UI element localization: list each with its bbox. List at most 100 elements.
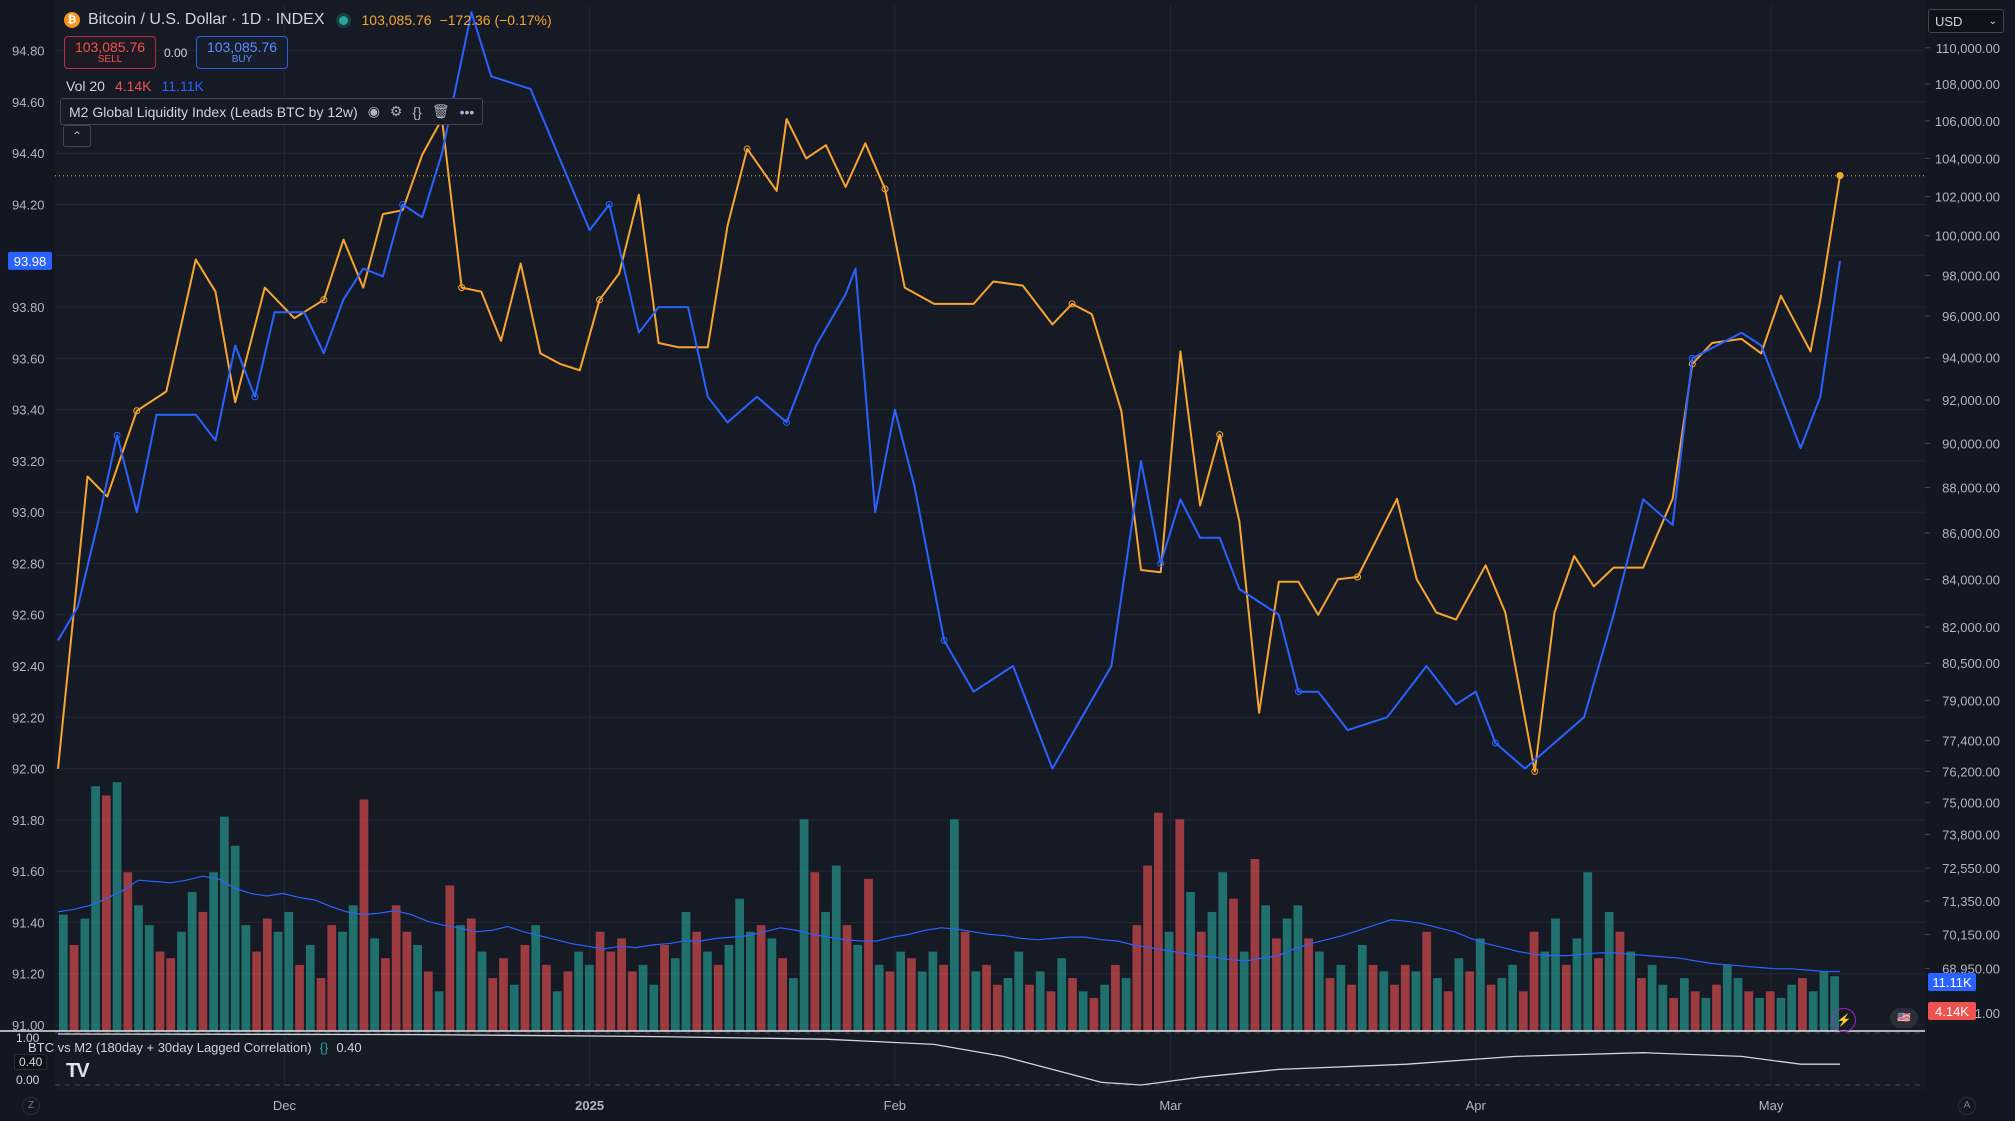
volume-bar: [939, 964, 948, 1031]
right-tick-label: 77,400.00: [1942, 734, 2000, 749]
volume-bar: [542, 964, 551, 1031]
m2-value-text: 93.98: [14, 254, 47, 269]
volume-bar: [1572, 938, 1582, 1031]
volume-bar: [1229, 898, 1238, 1031]
last-price: 103,085.76: [361, 12, 432, 28]
volume-bar: [359, 799, 369, 1031]
time-tick-label: Dec: [273, 1098, 297, 1113]
source-code-icon[interactable]: {}: [319, 1040, 329, 1055]
m2-point: [1688, 354, 1696, 362]
price-change: −172.36 (−0.17%): [439, 12, 552, 28]
gear-icon[interactable]: ⚙: [389, 103, 403, 119]
lightning-icon[interactable]: ⚡: [1832, 1008, 1856, 1032]
btc-point: [1531, 767, 1539, 775]
right-tick-label: 90,000.00: [1942, 436, 2000, 451]
collapse-legend-button[interactable]: ⌃: [63, 125, 91, 147]
volume-bar: [799, 819, 809, 1031]
btc-price-line: [57, 118, 1841, 773]
volume-bar: [209, 872, 219, 1031]
timezone-icon[interactable]: Z: [22, 1097, 40, 1115]
volume-bar: [69, 945, 79, 1031]
chevron-up-icon: ⌃: [71, 129, 83, 143]
volume-bar: [1239, 951, 1249, 1031]
buy-price: 103,085.76: [206, 39, 278, 55]
volume-bar: [1626, 951, 1636, 1031]
volume-label: Vol 20: [66, 78, 105, 94]
volume-bar: [1207, 911, 1217, 1031]
auto-scale-icon[interactable]: A: [1958, 1097, 1976, 1115]
symbol-legend[interactable]: ₿ Bitcoin / U.S. Dollar · 1D · INDEX 103…: [64, 11, 552, 29]
flag-icon[interactable]: 🇺🇸: [1890, 1008, 1918, 1028]
volume-bar: [960, 931, 970, 1031]
volume-bar: [1314, 951, 1324, 1031]
m2-point: [1295, 688, 1303, 696]
volume-bar: [950, 819, 959, 1031]
volume-bar: [1282, 918, 1292, 1031]
volume-value: 4.14K: [114, 78, 152, 94]
volume-bar: [1304, 938, 1313, 1031]
eye-icon[interactable]: ◉: [367, 103, 380, 119]
volume-bar: [1701, 997, 1711, 1031]
buy-button[interactable]: 103,085.76 BUY: [196, 36, 288, 69]
volume-bar: [1003, 978, 1013, 1031]
volume-bar: [1658, 984, 1668, 1031]
volume-legend[interactable]: Vol 20 4.14K 11.11K: [66, 78, 204, 94]
m2-liquidity-line: [57, 11, 1841, 770]
volume-bar: [1733, 978, 1743, 1031]
sell-label: SELL: [97, 54, 123, 65]
volume-bar: [123, 872, 133, 1031]
volume-bar: [1722, 964, 1732, 1031]
correlation-line: [57, 1033, 1840, 1086]
volume-bar: [713, 964, 723, 1031]
trash-icon[interactable]: 🗑: [431, 103, 450, 119]
volume-bar: [413, 945, 422, 1031]
btc-point: [133, 407, 141, 415]
right-tick-label: 70,150.00: [1942, 927, 2000, 942]
volume-bar: [1368, 964, 1378, 1031]
right-tick-label: 84,000.00: [1942, 572, 2000, 587]
right-tick-label: 75,000.00: [1942, 796, 2000, 811]
volume-bar: [585, 964, 594, 1031]
chevron-down-icon: ⌄: [1988, 15, 1997, 27]
right-bottom-label: 1.00: [1975, 1006, 2000, 1021]
m2-point: [605, 200, 613, 208]
volume-bar: [1561, 964, 1571, 1031]
time-tick-label: 2025: [575, 1098, 604, 1113]
right-tick-label: 94,000.00: [1942, 351, 2000, 366]
volume-bar: [574, 951, 584, 1031]
right-tick-label: 96,000.00: [1942, 309, 2000, 324]
volume-bar: [1261, 905, 1271, 1031]
right-tick-label: 104,000.00: [1935, 151, 2000, 166]
volume-bar: [1272, 938, 1281, 1031]
btc-point: [595, 296, 603, 304]
volume-bar: [1175, 819, 1185, 1031]
btc-point: [881, 185, 889, 193]
left-tick-label: 91.60: [12, 864, 45, 879]
volume-bar: [810, 872, 820, 1031]
m2-point: [1157, 559, 1165, 567]
sell-button[interactable]: 103,085.76 SELL: [64, 36, 156, 69]
volume-bar: [370, 938, 380, 1031]
volume-bar: [1529, 931, 1539, 1031]
volume-bar: [874, 964, 884, 1031]
volume-bar: [1035, 971, 1045, 1031]
indicator-legend[interactable]: M2 Global Liquidity Index (Leads BTC by …: [60, 98, 484, 125]
volume-bar: [241, 925, 251, 1031]
volume-bar: [1476, 938, 1485, 1031]
more-icon[interactable]: •••: [459, 103, 475, 120]
time-tick-label: Feb: [884, 1098, 906, 1113]
volume-bar: [381, 958, 390, 1031]
right-tick-label: 79,000.00: [1942, 693, 2000, 708]
source-code-icon[interactable]: {}: [412, 103, 422, 120]
volume-bar: [295, 964, 304, 1031]
volume-bar: [1808, 991, 1818, 1031]
currency-selector[interactable]: USD ⌄: [1928, 9, 2004, 33]
time-tick-label: Apr: [1466, 1098, 1487, 1113]
correlation-legend[interactable]: BTC vs M2 (180day + 30day Lagged Correla…: [28, 1040, 362, 1055]
volume-bar: [1669, 997, 1678, 1031]
correlation-top-label: 1.00: [16, 1031, 40, 1045]
volume-bar: [853, 945, 863, 1031]
volume-bar: [1411, 971, 1421, 1031]
